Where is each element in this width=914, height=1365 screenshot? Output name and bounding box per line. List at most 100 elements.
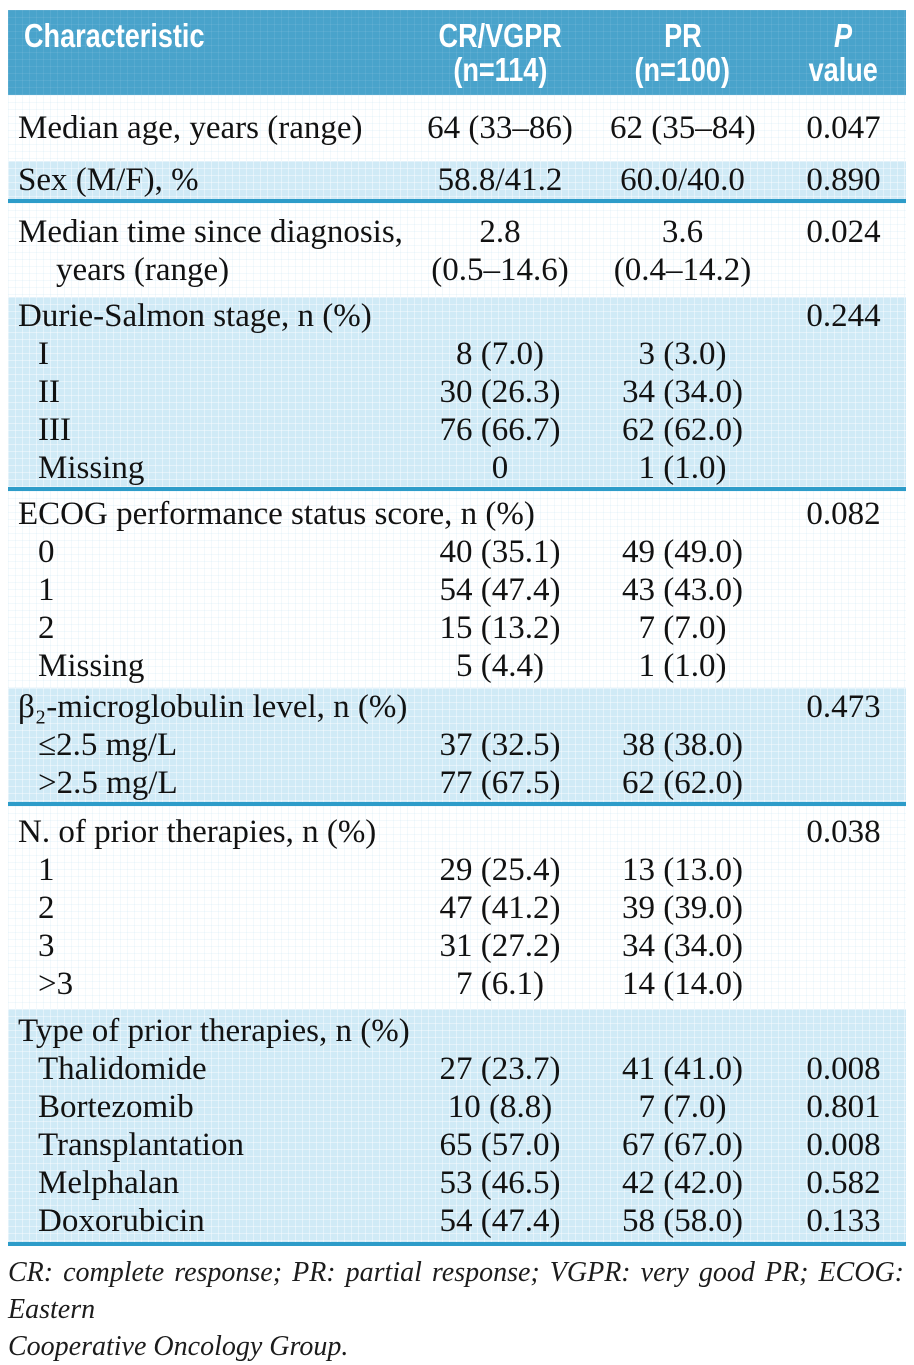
pvalue-cell (755, 335, 906, 373)
crvgpr-cell: 40 (35.1) (439, 534, 561, 570)
group-label: ECOG performance status score, n (%) (18, 496, 535, 532)
pvalue-cell (755, 927, 906, 965)
crvgpr-cell: (0.5–14.6) (431, 252, 569, 288)
crvgpr-cell: 15 (13.2) (439, 610, 561, 646)
row-label: Missing (38, 648, 145, 684)
row-label: >2.5 mg/L (38, 765, 178, 801)
row-label: 0 (38, 534, 55, 570)
crvgpr-cell: 64 (33–86) (427, 110, 573, 146)
row-label: >3 (38, 966, 74, 1002)
crvgpr-cell: 31 (27.2) (439, 928, 561, 964)
pvalue-cell: 0.473 (806, 689, 881, 725)
section-type-prior-therapies: Type of prior therapies, n (%) Thalidomi… (8, 1009, 906, 1246)
section-n-prior-therapies: N. of prior therapies, n (%) 0.038 1 29 … (8, 806, 906, 1009)
pvalue-cell: 0.008 (806, 1127, 881, 1163)
pvalue-cell (755, 449, 906, 487)
row-label: Missing (38, 450, 145, 486)
crvgpr-cell (390, 1012, 610, 1050)
pr-cell: 62 (62.0) (622, 765, 743, 801)
pr-cell: 39 (39.0) (622, 890, 743, 926)
group-label: Type of prior therapies, n (%) (18, 1013, 410, 1049)
crvgpr-cell (390, 297, 610, 335)
pvalue-cell (755, 373, 906, 411)
header-pvalue: P value (755, 19, 906, 87)
table-row: 1 29 (25.4) 13 (13.0) (8, 851, 906, 889)
table-row: Melphalan 53 (46.5) 42 (42.0) 0.582 (8, 1164, 906, 1202)
pvalue-cell (755, 251, 906, 289)
header-pvalue-line2: value (808, 51, 879, 88)
pr-cell: 14 (14.0) (622, 966, 743, 1002)
table-row: N. of prior therapies, n (%) 0.038 (8, 813, 906, 851)
group-label: Durie-Salmon stage, n (%) (18, 298, 372, 334)
row-label: 3 (38, 928, 55, 964)
crvgpr-cell: 76 (66.7) (439, 412, 561, 448)
row-label: 1 (38, 852, 55, 888)
crvgpr-cell: 77 (67.5) (439, 765, 561, 801)
table-row: >2.5 mg/L 77 (67.5) 62 (62.0) (8, 764, 906, 802)
pvalue-cell (755, 533, 906, 571)
header-pvalue-line1: P (834, 17, 853, 54)
pr-cell: 41 (41.0) (622, 1051, 743, 1087)
pvalue-cell: 0.582 (806, 1165, 881, 1201)
pvalue-cell: 0.890 (806, 162, 881, 198)
pvalue-cell (755, 851, 906, 889)
row-label: 2 (38, 610, 55, 646)
header-characteristic-label: Characteristic (24, 17, 205, 54)
pr-cell: 34 (34.0) (622, 374, 743, 410)
table-row: Doxorubicin 54 (47.4) 58 (58.0) 0.133 (8, 1202, 906, 1240)
pvalue-cell (755, 726, 906, 764)
header-characteristic: Characteristic (8, 19, 390, 87)
row-label: 2 (38, 890, 55, 926)
pr-cell (610, 297, 755, 335)
pvalue-cell: 0.133 (806, 1203, 881, 1239)
pr-cell (610, 495, 755, 533)
crvgpr-cell: 54 (47.4) (439, 1203, 561, 1239)
row-label: II (38, 374, 60, 410)
row-label: Thalidomide (38, 1051, 207, 1087)
pvalue-cell: 0.082 (806, 496, 881, 532)
table-row: Median age, years (range) 64 (33–86) 62 … (8, 109, 906, 147)
header-crvgpr-line1: CR/VGPR (438, 17, 562, 54)
row-label: Transplantation (38, 1127, 244, 1163)
table-row: II 30 (26.3) 34 (34.0) (8, 373, 906, 411)
header-pr: PR (n=100) (610, 19, 755, 87)
crvgpr-cell: 53 (46.5) (439, 1165, 561, 1201)
section-beta2-microglobulin: β₂-microglobulin level, n (%) 0.473 ≤2.5… (8, 688, 906, 806)
header-crvgpr-line2: (n=114) (452, 51, 548, 88)
table-row: 3 31 (27.2) 34 (34.0) (8, 927, 906, 965)
pr-cell: 7 (7.0) (638, 610, 727, 646)
pvalue-cell: 0.047 (806, 110, 881, 146)
pvalue-cell (755, 764, 906, 802)
crvgpr-cell: 2.8 (479, 214, 521, 250)
crvgpr-cell: 7 (6.1) (456, 966, 544, 1002)
row-label: Median age, years (range) (18, 110, 363, 146)
pvalue-cell: 0.244 (806, 298, 881, 334)
row-label: Bortezomib (38, 1089, 194, 1125)
pr-cell: 1 (1.0) (638, 450, 727, 486)
pr-cell (610, 1012, 755, 1050)
pr-cell: 42 (42.0) (622, 1165, 743, 1201)
crvgpr-cell (390, 813, 610, 851)
pr-cell: 38 (38.0) (622, 727, 743, 763)
pr-cell: 13 (13.0) (622, 852, 743, 888)
crvgpr-cell: 65 (57.0) (439, 1127, 561, 1163)
pr-cell: 49 (49.0) (622, 534, 743, 570)
pr-cell: 60.0/40.0 (620, 162, 745, 198)
table-row: 2 15 (13.2) 7 (7.0) (8, 609, 906, 647)
pr-cell: 43 (43.0) (622, 572, 743, 608)
pvalue-cell (755, 889, 906, 927)
crvgpr-cell (390, 688, 610, 726)
crvgpr-cell: 27 (23.7) (439, 1051, 561, 1087)
footnote-line1: CR: complete response; PR: partial respo… (8, 1257, 904, 1325)
pvalue-cell (755, 1012, 906, 1050)
row-label: Median time since diagnosis, (18, 214, 403, 250)
pr-cell: 3 (3.0) (638, 336, 727, 372)
pr-cell: 1 (1.0) (638, 648, 727, 684)
crvgpr-cell: 0 (491, 450, 509, 486)
row-label: I (38, 336, 49, 372)
pvalue-cell (755, 609, 906, 647)
table-row: 2 47 (41.2) 39 (39.0) (8, 889, 906, 927)
characteristics-table: Characteristic CR/VGPR (n=114) PR (n=100… (8, 10, 906, 1246)
footnote-line2: Cooperative Oncology Group. (8, 1331, 349, 1362)
pr-cell: 34 (34.0) (622, 928, 743, 964)
